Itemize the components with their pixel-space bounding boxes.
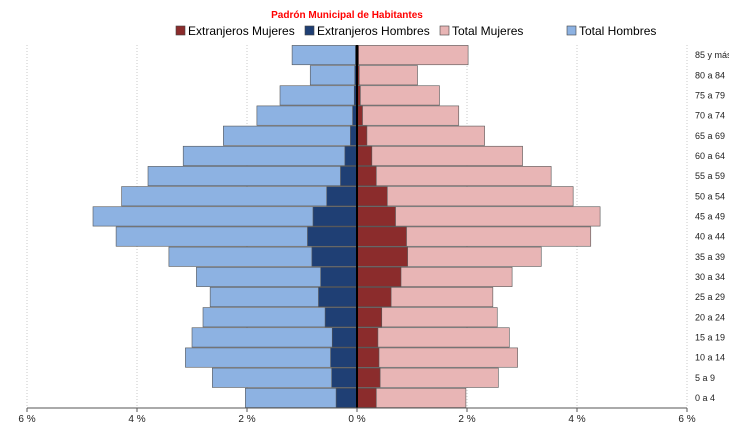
bar-total-mujeres — [356, 85, 440, 106]
bar-total-hombres — [291, 45, 358, 66]
legend: Extranjeros Mujeres Extranjeros Hombres To… — [175, 24, 656, 38]
bar-extranjeros-hombres — [318, 287, 358, 308]
category-label: 20 a 24 — [695, 312, 725, 322]
bar-total-hombres — [223, 125, 358, 146]
bar-extranjeros-mujeres — [356, 287, 392, 308]
bar-extranjeros-mujeres — [356, 186, 388, 207]
legend-label: Extranjeros Mujeres — [188, 24, 295, 38]
category-label: 80 a 84 — [695, 70, 725, 80]
bar-extranjeros-hombres — [340, 166, 358, 187]
bar-total-mujeres — [356, 327, 510, 348]
bar-extranjeros-hombres — [324, 307, 358, 328]
x-tick-label: 2 % — [458, 414, 475, 425]
category-label: 30 a 34 — [695, 272, 725, 282]
legend-swatch — [439, 25, 450, 36]
bar-extranjeros-hombres — [335, 387, 358, 408]
bar-extranjeros-mujeres — [356, 125, 368, 146]
bar-total-hombres — [182, 145, 358, 166]
bar-extranjeros-mujeres — [356, 226, 407, 247]
bar-extranjeros-hombres — [320, 266, 358, 287]
x-tick-label: 0 % — [348, 414, 365, 425]
bar-total-mujeres — [356, 145, 523, 166]
category-label: 35 a 39 — [695, 252, 725, 262]
legend-swatch — [304, 25, 315, 36]
category-label: 15 a 19 — [695, 332, 725, 342]
category-label: 5 a 9 — [695, 373, 715, 383]
x-tick-label: 6 % — [18, 414, 35, 425]
bar-total-mujeres — [356, 186, 574, 207]
bar-extranjeros-mujeres — [356, 166, 377, 187]
x-tick-label: 4 % — [568, 414, 585, 425]
category-label: 40 a 44 — [695, 232, 725, 242]
bar-extranjeros-mujeres — [356, 347, 380, 368]
bar-total-mujeres — [356, 125, 485, 146]
category-label: 10 a 14 — [695, 353, 725, 363]
bar-extranjeros-mujeres — [356, 206, 396, 227]
bar-total-mujeres — [356, 65, 418, 86]
bar-extranjeros-hombres — [344, 145, 358, 166]
x-axis: 6 % 4 % 2 % 0 % 2 % 4 % 6 % — [18, 407, 696, 425]
category-label: 65 a 69 — [695, 131, 725, 141]
bar-total-mujeres — [356, 45, 469, 66]
bar-total-mujeres — [356, 166, 552, 187]
category-label: 50 a 54 — [695, 191, 725, 201]
x-tick-label: 4 % — [128, 414, 145, 425]
bar-extranjeros-mujeres — [356, 327, 379, 348]
category-label: 60 a 64 — [695, 151, 725, 161]
bar-extranjeros-hombres — [331, 367, 358, 388]
legend-label: Total Mujeres — [452, 24, 523, 38]
bar-total-hombres — [147, 166, 358, 187]
bar-extranjeros-hombres — [326, 186, 358, 207]
bar-extranjeros-mujeres — [356, 367, 381, 388]
bar-total-mujeres — [356, 105, 460, 126]
category-label: 55 a 59 — [695, 171, 725, 181]
legend-item: Total Mujeres — [439, 24, 523, 38]
bar-extranjeros-mujeres — [356, 307, 383, 328]
gridlines — [26, 45, 688, 408]
category-label: 0 a 4 — [695, 393, 715, 403]
legend-label: Total Hombres — [579, 24, 656, 38]
x-tick-label: 2 % — [238, 414, 255, 425]
chart-title: Padrón Municipal de Habitantes — [271, 10, 423, 21]
bar-extranjeros-hombres — [311, 246, 358, 267]
legend-item: Extranjeros Mujeres — [175, 24, 295, 38]
bar-extranjeros-mujeres — [356, 266, 402, 287]
y-axis-category-labels: 0 a 4 5 a 9 10 a 14 15 a 19 20 a 24 25 a 29 30… — [695, 50, 729, 403]
bar-total-hombres — [309, 65, 358, 86]
bar-extranjeros-hombres — [312, 206, 358, 227]
bars — [92, 45, 601, 408]
category-label: 45 a 49 — [695, 211, 725, 221]
legend-label: Extranjeros Hombres — [317, 24, 430, 38]
category-label: 70 a 74 — [695, 111, 725, 121]
legend-swatch — [566, 25, 577, 36]
bar-total-hombres — [279, 85, 358, 106]
bar-total-hombres — [256, 105, 358, 126]
bar-extranjeros-hombres — [330, 347, 358, 368]
x-tick-label: 6 % — [678, 414, 695, 425]
category-label: 75 a 79 — [695, 90, 725, 100]
legend-item: Extranjeros Hombres — [304, 24, 430, 38]
category-label: 25 a 29 — [695, 292, 725, 302]
category-label: 85 y más — [695, 50, 729, 60]
bar-extranjeros-mujeres — [356, 246, 408, 267]
bar-extranjeros-hombres — [331, 327, 358, 348]
bar-extranjeros-mujeres — [356, 145, 373, 166]
legend-swatch — [175, 25, 186, 36]
bar-total-mujeres — [356, 347, 518, 368]
bar-extranjeros-mujeres — [356, 387, 377, 408]
bar-extranjeros-hombres — [307, 226, 358, 247]
legend-item: Total Hombres — [566, 24, 656, 38]
bar-total-hombres — [121, 186, 358, 207]
